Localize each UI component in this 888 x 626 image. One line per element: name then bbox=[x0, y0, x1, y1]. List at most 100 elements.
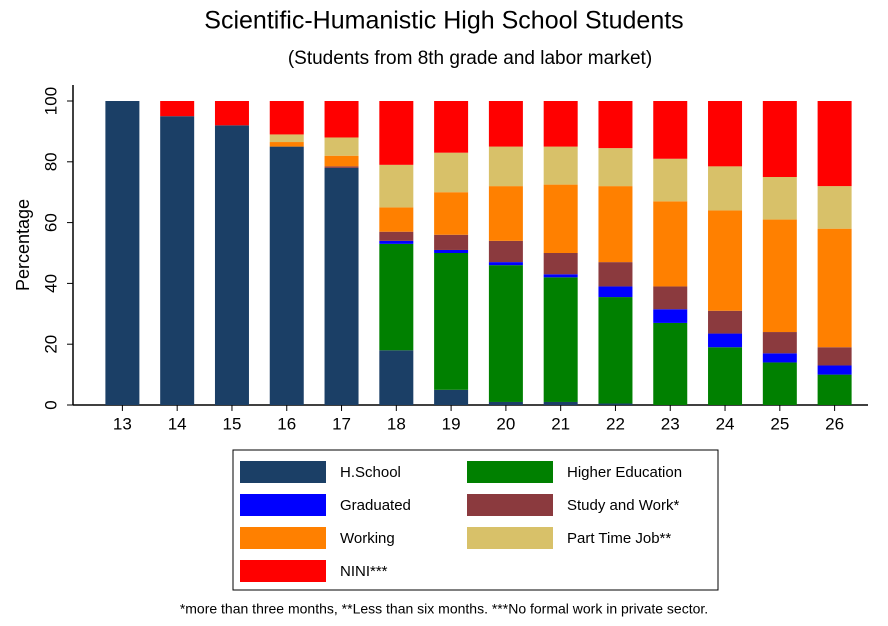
x-tick-label: 14 bbox=[168, 414, 187, 433]
bar-segment bbox=[488, 401, 523, 405]
x-tick-label: 21 bbox=[551, 414, 570, 433]
x-tick-label: 25 bbox=[770, 414, 789, 433]
x-tick-label: 17 bbox=[332, 414, 351, 433]
x-tick-label: 19 bbox=[442, 414, 461, 433]
bar-segment bbox=[708, 333, 743, 348]
y-axis-title: Percentage bbox=[13, 199, 33, 291]
bar-segment bbox=[324, 167, 359, 405]
bar-segment bbox=[379, 243, 414, 351]
bar-segment bbox=[817, 347, 852, 366]
legend-label: Part Time Job** bbox=[567, 530, 671, 547]
bar-segment bbox=[269, 146, 304, 405]
bar-segment bbox=[653, 101, 688, 159]
x-tick-label: 15 bbox=[223, 414, 242, 433]
bar-segment bbox=[324, 155, 359, 167]
bar-segment bbox=[105, 101, 140, 405]
x-tick-label: 13 bbox=[113, 414, 132, 433]
legend-swatch bbox=[467, 461, 553, 483]
x-tick-label: 26 bbox=[825, 414, 844, 433]
bar-segment bbox=[543, 401, 578, 405]
bar-segment bbox=[434, 234, 469, 250]
bar-segment bbox=[379, 164, 414, 208]
bar-segment bbox=[653, 286, 688, 310]
bar-segment bbox=[269, 101, 304, 135]
x-tick-label: 23 bbox=[661, 414, 680, 433]
bar-segment bbox=[543, 184, 578, 253]
bar-segment bbox=[488, 265, 523, 402]
bar-segment bbox=[324, 166, 359, 168]
y-tick-label: 100 bbox=[41, 87, 60, 115]
legend-swatch bbox=[467, 494, 553, 516]
bar-segment bbox=[708, 310, 743, 334]
bar-segment bbox=[324, 101, 359, 138]
bar-segment bbox=[598, 148, 633, 187]
bar-segment bbox=[434, 249, 469, 253]
bar-segment bbox=[653, 322, 688, 405]
bar-segment bbox=[269, 142, 304, 147]
bar-segment bbox=[543, 146, 578, 185]
bar-segment bbox=[379, 231, 414, 241]
legend-label: Higher Education bbox=[567, 464, 682, 481]
bar-segment bbox=[160, 101, 195, 117]
bar-segment bbox=[488, 186, 523, 241]
bar-segment bbox=[214, 101, 249, 126]
bar-segment bbox=[817, 365, 852, 375]
bar-segment bbox=[488, 101, 523, 147]
bar-segment bbox=[379, 207, 414, 232]
bar-segment bbox=[160, 116, 195, 405]
bar-segment bbox=[488, 240, 523, 263]
bar-segment bbox=[598, 297, 633, 404]
bar-segment bbox=[762, 353, 797, 363]
y-tick-label: 20 bbox=[41, 335, 60, 354]
legend-swatch bbox=[467, 527, 553, 549]
legend-label: NINI*** bbox=[340, 563, 388, 580]
bar-segment bbox=[379, 101, 414, 165]
bar-segment bbox=[708, 101, 743, 167]
legend-label: H.School bbox=[340, 464, 401, 481]
bar-segment bbox=[488, 146, 523, 187]
bar-segment bbox=[817, 374, 852, 405]
legend-label: Working bbox=[340, 530, 395, 547]
bar-segment bbox=[762, 332, 797, 354]
bar-segment bbox=[598, 286, 633, 298]
bar-segment bbox=[708, 210, 743, 311]
bar-segment bbox=[324, 137, 359, 156]
bar-segment bbox=[269, 134, 304, 143]
bar-segment bbox=[817, 101, 852, 187]
x-tick-label: 22 bbox=[606, 414, 625, 433]
legend-box bbox=[232, 449, 719, 591]
bar-segment bbox=[762, 101, 797, 177]
bar-segment bbox=[598, 101, 633, 149]
bar-segment bbox=[434, 253, 469, 390]
legend-label: Graduated bbox=[340, 497, 411, 514]
legend-swatch bbox=[240, 527, 326, 549]
bar-segment bbox=[653, 158, 688, 202]
bar-segment bbox=[817, 186, 852, 229]
bar-segment bbox=[543, 274, 578, 278]
bar-segment bbox=[214, 125, 249, 405]
y-tick-label: 60 bbox=[41, 213, 60, 232]
legend-swatch bbox=[240, 560, 326, 582]
y-tick-label: 40 bbox=[41, 274, 60, 293]
bar-segment bbox=[762, 219, 797, 333]
bar-segment bbox=[488, 262, 523, 266]
chart-title: Scientific-Humanistic High School Studen… bbox=[204, 7, 683, 35]
legend-label: Study and Work* bbox=[567, 497, 679, 514]
x-tick-label: 16 bbox=[277, 414, 296, 433]
legend-swatch bbox=[240, 494, 326, 516]
bar-segment bbox=[653, 309, 688, 323]
y-tick-label: 0 bbox=[41, 400, 60, 409]
bar-segment bbox=[598, 186, 633, 263]
bar-segment bbox=[434, 152, 469, 193]
y-tick-label: 80 bbox=[41, 152, 60, 171]
x-tick-label: 20 bbox=[496, 414, 515, 433]
bar-segment bbox=[379, 350, 414, 405]
bar-segment bbox=[434, 101, 469, 153]
bar-segment bbox=[817, 228, 852, 348]
bar-segment bbox=[598, 403, 633, 405]
bar-segment bbox=[434, 389, 469, 405]
chart-subtitle: (Students from 8th grade and labor marke… bbox=[288, 48, 652, 69]
bar-segment bbox=[598, 262, 633, 287]
x-tick-label: 24 bbox=[716, 414, 735, 433]
